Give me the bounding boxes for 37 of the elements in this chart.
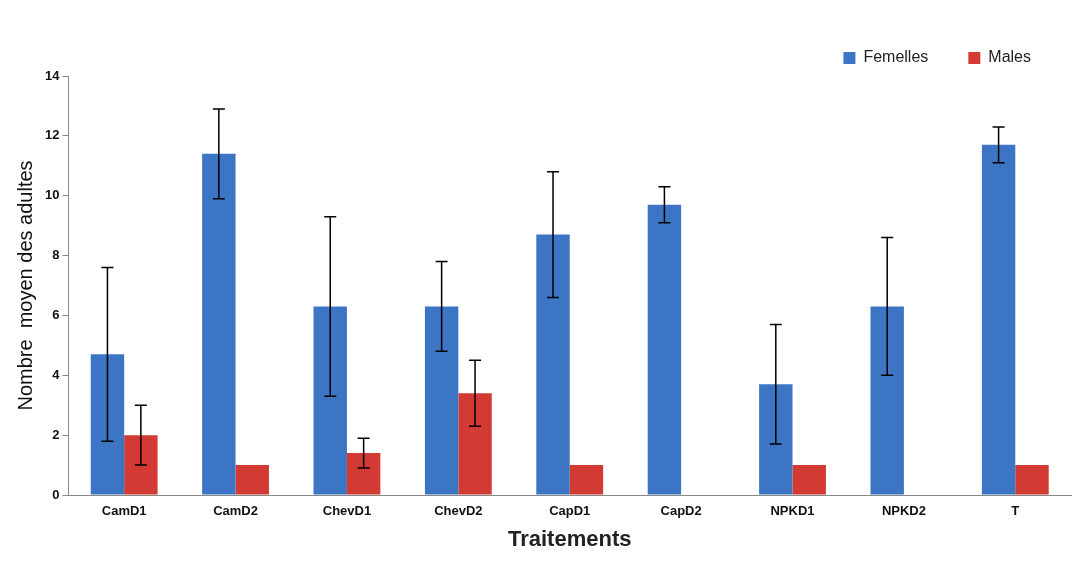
y-tick-label: 14 <box>44 67 61 83</box>
y-tick-label: 12 <box>44 127 60 143</box>
x-tick-label: CapD1 <box>549 503 591 519</box>
bar <box>458 393 492 495</box>
x-axis-title: Traitements <box>507 525 632 551</box>
bar <box>424 306 459 495</box>
bar <box>202 153 236 495</box>
legend-label: Males <box>988 48 1032 66</box>
bar <box>536 234 570 495</box>
bar <box>792 465 826 495</box>
x-tick-label: NPKD2 <box>881 503 926 519</box>
y-tick-label: 0 <box>52 486 60 502</box>
bar <box>1015 465 1049 495</box>
bar <box>90 354 125 495</box>
bar <box>569 465 604 495</box>
x-tick-label: CapD2 <box>660 503 702 519</box>
x-tick-label: CamD2 <box>213 503 258 519</box>
bar <box>870 306 904 495</box>
bar <box>235 465 269 495</box>
bar <box>981 144 1016 495</box>
y-tick-label: 10 <box>44 187 60 203</box>
x-tick-label: CamD1 <box>101 503 147 519</box>
bar <box>346 453 381 495</box>
y-tick-label: 8 <box>52 247 60 263</box>
y-tick-label: 4 <box>52 366 61 382</box>
x-tick-label: ChevD1 <box>322 503 372 519</box>
y-tick-label: 2 <box>52 426 60 442</box>
bar <box>759 384 793 495</box>
bar <box>313 306 347 495</box>
x-tick-label: NPKD1 <box>770 503 815 519</box>
x-tick-label: T <box>1011 503 1020 519</box>
bar <box>647 204 682 495</box>
y-axis-title: Nombre moyen des adultes <box>13 160 36 411</box>
x-tick-label: ChevD2 <box>434 503 483 519</box>
legend-label: Femelles <box>863 48 929 66</box>
y-tick-label: 6 <box>52 307 60 323</box>
bar <box>124 435 158 495</box>
